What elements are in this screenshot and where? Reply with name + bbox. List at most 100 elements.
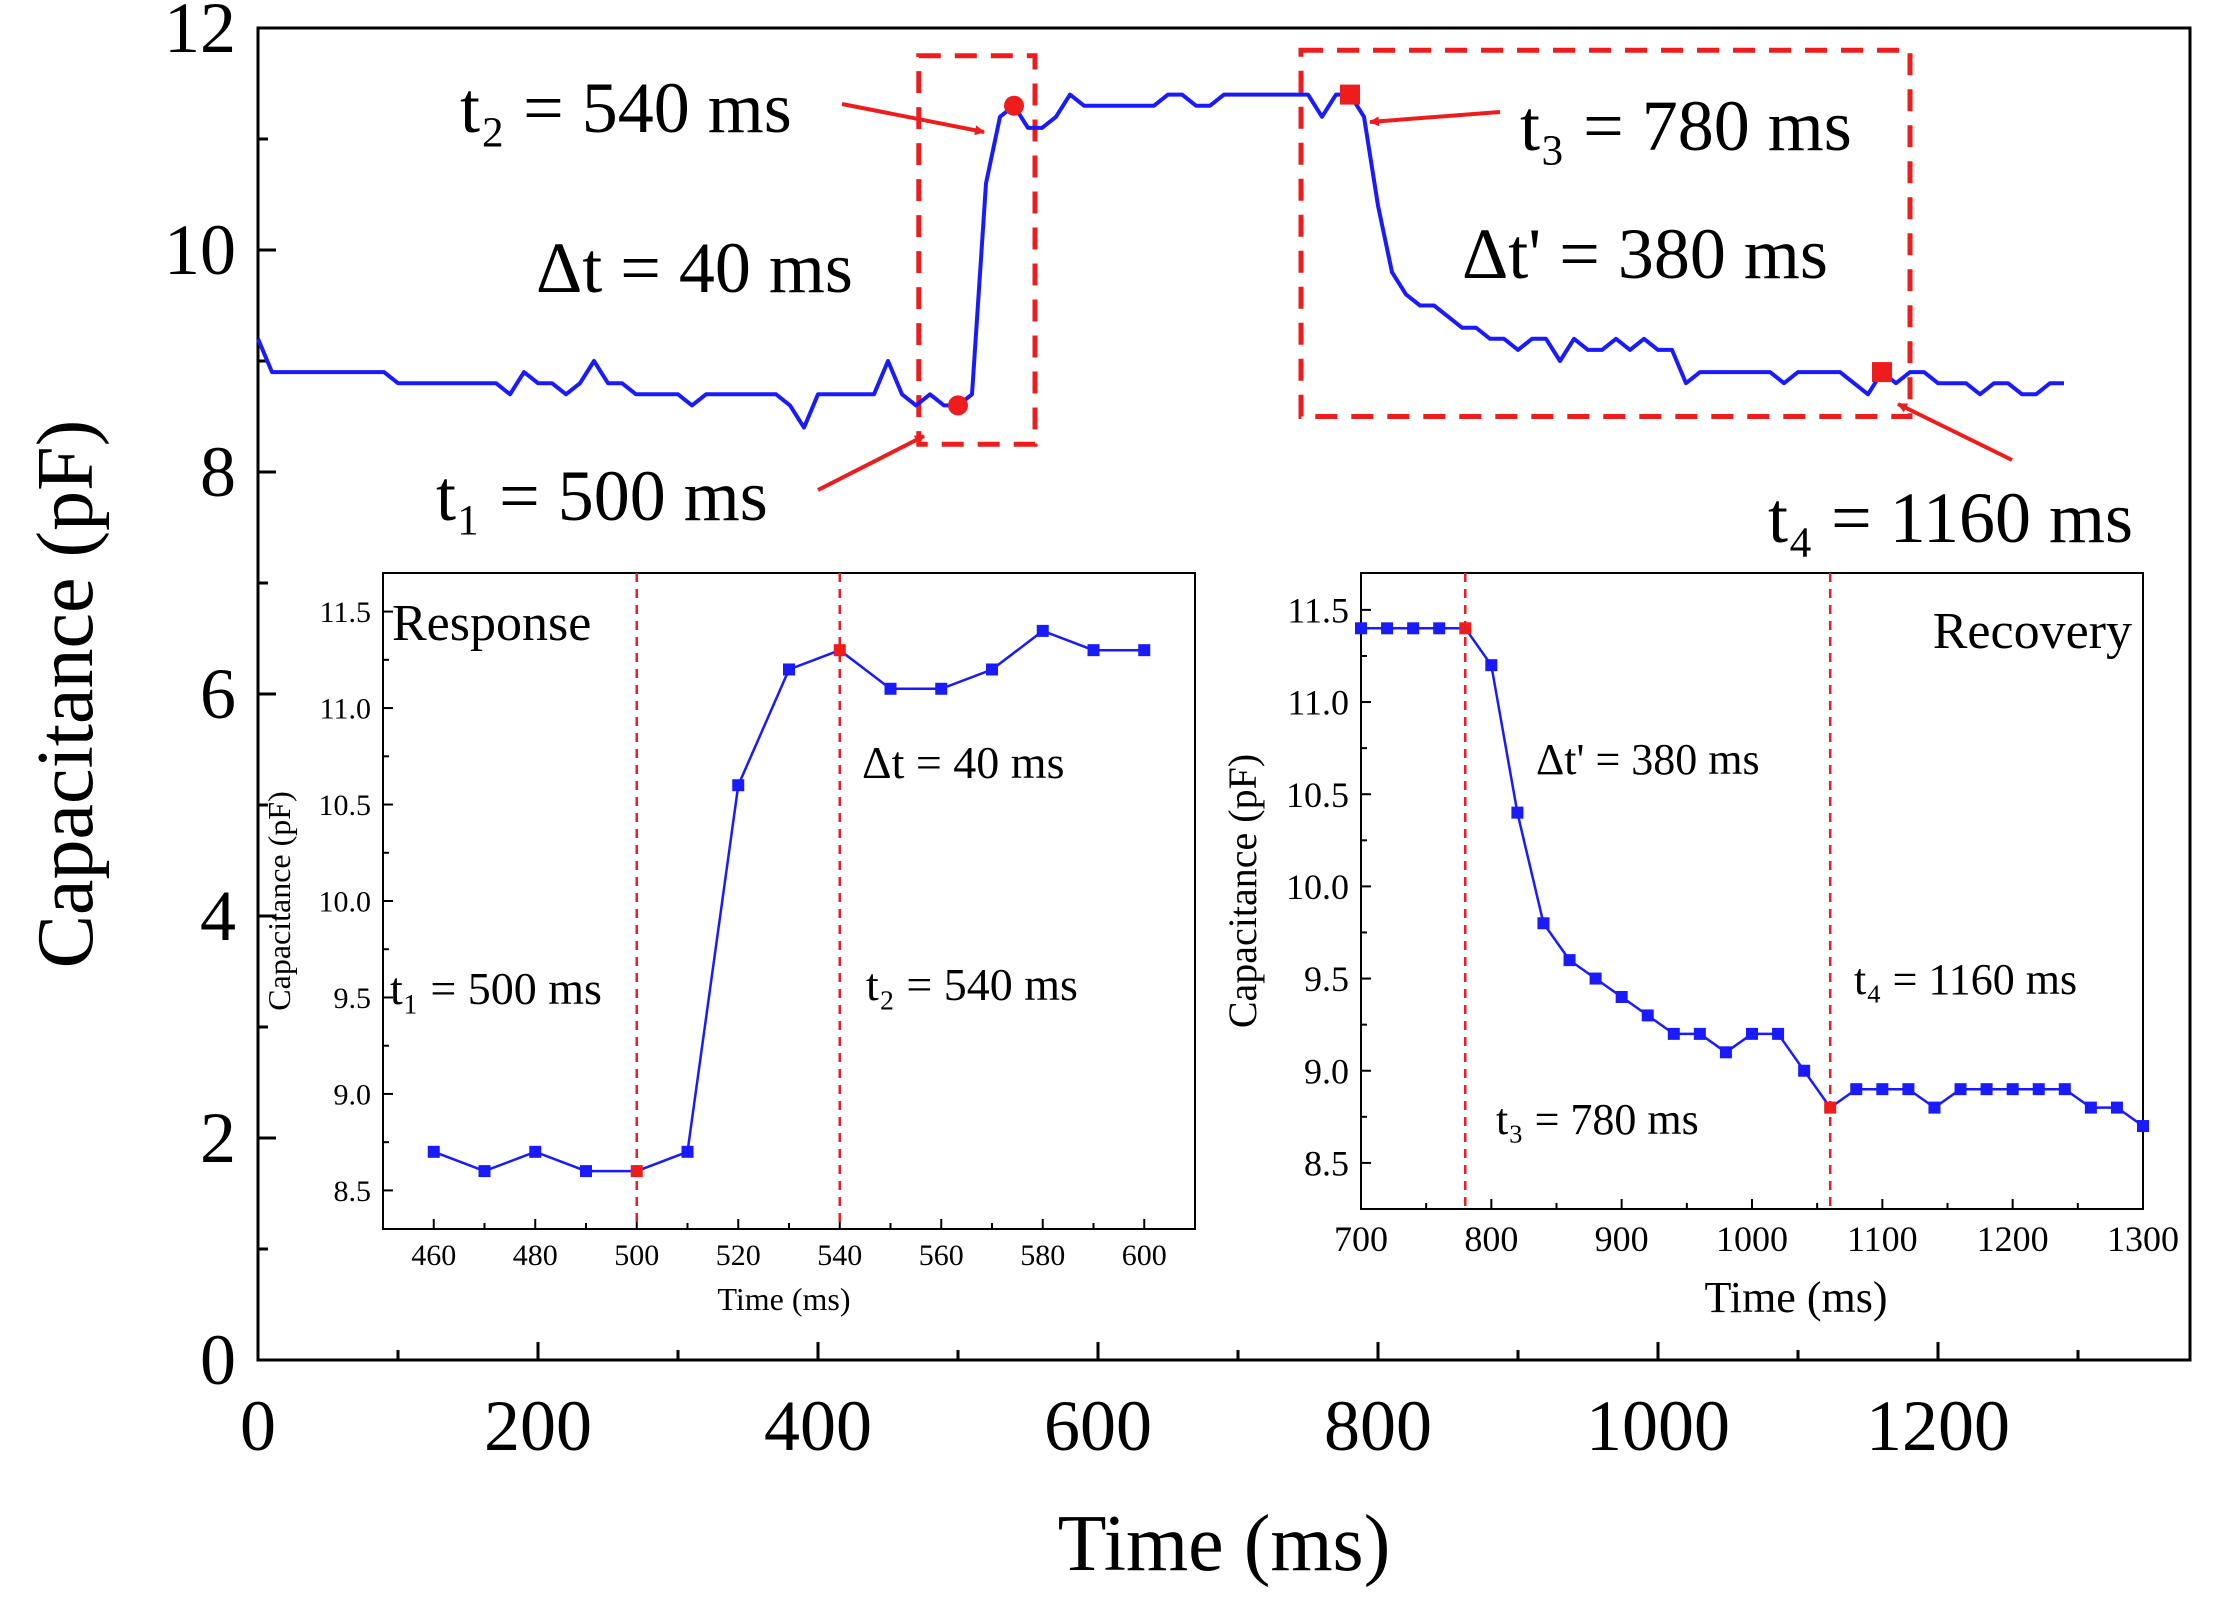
inset-response-title: Response (392, 595, 591, 652)
inset-data-point (478, 1165, 491, 1178)
inset-y-tick-label: 10.0 (1286, 867, 1349, 907)
arrow-t4 (1897, 402, 2013, 462)
y-tick-label: 2 (200, 1098, 236, 1178)
inset-y-tick-label: 8.5 (334, 1175, 372, 1208)
inset-y-tick-label: 9.0 (334, 1078, 372, 1111)
inset-data-point (783, 663, 795, 676)
arrow-t2 (841, 102, 985, 136)
inset-data-point (1087, 644, 1100, 657)
arrow-t3 (1369, 110, 1501, 127)
inset-y-tick-label: 10.5 (319, 789, 372, 822)
inset-response-annotation-dt: Δt = 40 ms (862, 737, 1065, 788)
inset-y-tick-label: 10.5 (1286, 775, 1349, 815)
inset-response-xlabel: Time (ms) (717, 1281, 850, 1317)
inset-response-annotation-t2: t₂ = 540 ms (866, 959, 1078, 1010)
x-tick-label: 400 (764, 1386, 872, 1466)
inset-response-ylabel: Capacitance (pF) (261, 791, 297, 1010)
annotation-t2: t₂ = 540 ms (460, 68, 792, 148)
inset-data-point (1902, 1083, 1915, 1096)
x-axis-ticks: 0 200 400 600 800 1000 1200 (240, 1342, 2080, 1466)
capacitance-series-line (256, 92, 2064, 430)
inset-data-point (1746, 1027, 1758, 1040)
annotation-t1: t₁ = 500 ms (436, 456, 768, 536)
inset-data-point (427, 1145, 440, 1158)
inset-data-point (2084, 1101, 2097, 1114)
inset-data-point (2058, 1083, 2071, 1096)
inset-x-tick-label: 600 (1122, 1239, 1167, 1272)
recovery-box (1298, 47, 1913, 419)
y-tick-label: 8 (200, 432, 236, 512)
inset-data-point (1693, 1027, 1706, 1040)
annotation-arrows (817, 102, 2013, 492)
inset-data-point (681, 1145, 694, 1158)
inset-data-point (1459, 622, 1472, 635)
inset-response-ticks: 8.5 9.0 9.5 10.0 10.5 11.0 11.5 460 480 500 520 540… (319, 596, 1167, 1272)
x-tick-label: 800 (1324, 1386, 1432, 1466)
inset-data-point (1798, 1064, 1811, 1077)
inset-response: 8.5 9.0 9.5 10.0 10.5 11.0 11.5 460 480 500 520 540… (261, 572, 1196, 1317)
inset-x-tick-label: 580 (1020, 1239, 1065, 1272)
inset-x-tick-label: 500 (614, 1239, 659, 1272)
inset-data-point (580, 1165, 592, 1178)
x-axis-label: Time (ms) (1058, 1500, 1391, 1588)
arrow-t1 (817, 434, 925, 492)
inset-data-point (1563, 954, 1576, 967)
marker-t4 (1872, 362, 1892, 383)
inset-x-tick-label: 1000 (1716, 1219, 1788, 1259)
x-tick-label: 0 (240, 1386, 276, 1466)
inset-y-tick-label: 10.0 (319, 886, 372, 919)
marker-t3 (1340, 84, 1360, 105)
x-tick-label: 600 (1044, 1386, 1152, 1466)
inset-recovery-xlabel: Time (ms) (1705, 1273, 1888, 1322)
inset-y-tick-label: 9.5 (334, 982, 372, 1015)
inset-recovery-markers (1355, 622, 2149, 1133)
inset-response-annotation-t1: t₁ = 500 ms (390, 963, 602, 1014)
inset-recovery-background (1361, 573, 2143, 1209)
inset-data-point (935, 682, 948, 695)
inset-x-tick-label: 900 (1595, 1219, 1649, 1259)
inset-data-point (1719, 1046, 1732, 1059)
inset-x-tick-label: 800 (1464, 1219, 1518, 1259)
inset-y-tick-label: 9.0 (1304, 1051, 1349, 1091)
inset-data-point (1667, 1027, 1680, 1040)
annotation-t4: t₄ = 1160 ms (1768, 478, 2133, 558)
inset-y-tick-label: 11.5 (1287, 590, 1349, 630)
inset-data-point (2032, 1083, 2045, 1096)
inset-data-point (2110, 1101, 2123, 1114)
x-tick-label: 200 (484, 1386, 592, 1466)
y-tick-label: 0 (200, 1320, 236, 1400)
inset-recovery-ticks: 8.5 9.0 9.5 10.0 10.5 11.0 11.5 700 800 900 1000 11… (1286, 590, 2179, 1259)
inset-data-point (1485, 659, 1498, 672)
y-axis-ticks: 0 2 4 6 8 10 12 (164, 0, 276, 1400)
inset-response-vlines (635, 573, 841, 1229)
inset-data-point (1511, 806, 1524, 819)
inset-data-point (1928, 1101, 1941, 1114)
inset-y-tick-label: 11.5 (320, 596, 371, 629)
inset-data-point (1954, 1083, 1967, 1096)
inset-x-tick-label: 480 (513, 1239, 558, 1272)
inset-data-point (1355, 622, 1367, 635)
highlight-boxes (916, 47, 1913, 447)
inset-x-tick-label: 520 (716, 1239, 761, 1272)
inset-data-point (732, 779, 745, 792)
annotation-dt: Δt = 40 ms (536, 228, 853, 308)
event-markers (948, 84, 1892, 416)
inset-data-point (1615, 991, 1628, 1003)
inset-y-tick-label: 11.0 (320, 693, 371, 726)
inset-data-point (2006, 1083, 2019, 1096)
inset-data-point (1641, 1009, 1654, 1022)
inset-data-point (1876, 1083, 1889, 1096)
inset-x-tick-label: 700 (1334, 1219, 1388, 1259)
inset-data-point (884, 682, 897, 695)
inset-data-point (1850, 1083, 1863, 1096)
inset-recovery: 8.5 9.0 9.5 10.0 10.5 11.0 11.5 700 800 900 1000 11… (1220, 572, 2179, 1322)
inset-data-point (529, 1145, 542, 1158)
inset-data-point (1036, 624, 1049, 637)
y-tick-label: 12 (164, 0, 236, 68)
marker-t2 (1004, 95, 1024, 116)
inset-response-background (383, 573, 1195, 1229)
inset-data-point (1589, 972, 1602, 985)
annotation-dt2: Δt' = 380 ms (1462, 214, 1828, 294)
x-tick-label: 1200 (1866, 1386, 2010, 1466)
